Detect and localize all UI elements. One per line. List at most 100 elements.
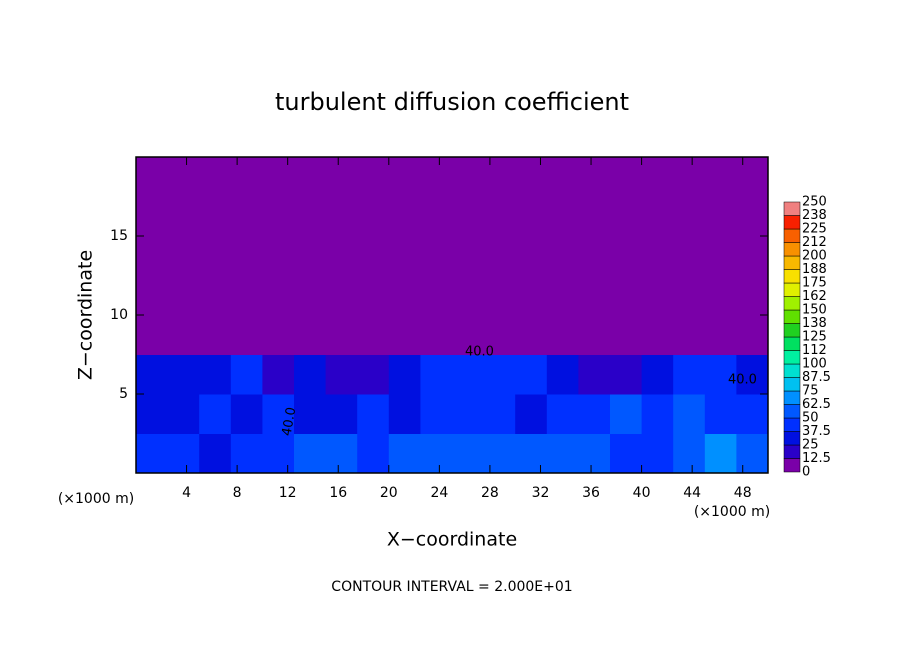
cell <box>610 354 643 395</box>
colorbar-label: 75 <box>802 384 819 399</box>
colorbar-label: 125 <box>802 330 827 345</box>
cell <box>262 275 295 316</box>
x-tick-label: 36 <box>582 485 600 501</box>
cell <box>641 196 674 237</box>
cell <box>420 315 453 355</box>
cell <box>199 394 232 434</box>
cell <box>262 433 295 474</box>
cell <box>230 394 263 434</box>
cell <box>610 157 643 197</box>
cell <box>641 236 674 276</box>
colorbar-swatch <box>783 242 801 257</box>
y-axis-label: Z−coordinate <box>75 250 97 380</box>
chart-title: turbulent diffusion coefficient <box>275 88 629 116</box>
colorbar-label: 162 <box>802 289 827 304</box>
cell <box>673 354 706 395</box>
cell <box>167 157 200 197</box>
colorbar-label: 25 <box>802 438 819 453</box>
cell <box>199 275 232 316</box>
cell <box>167 315 200 355</box>
colorbar-swatch <box>783 309 801 324</box>
colorbar-label: 112 <box>802 343 827 358</box>
cell <box>452 157 485 197</box>
cell <box>167 354 200 395</box>
x-tick-label: 8 <box>233 485 242 501</box>
cell <box>230 433 263 474</box>
cell <box>262 394 295 434</box>
cell <box>641 394 674 434</box>
cell <box>230 157 263 197</box>
cell <box>136 315 169 355</box>
cell <box>704 157 737 197</box>
cell <box>136 394 169 434</box>
cell <box>452 394 485 434</box>
x-unit: (×1000 m) <box>694 504 770 520</box>
colorbar-label: 238 <box>802 208 827 223</box>
cell <box>357 196 390 237</box>
y-tick-label: 10 <box>110 307 128 323</box>
colorbar-swatch <box>783 458 801 473</box>
x-tick-label: 32 <box>532 485 550 501</box>
cell <box>515 196 548 237</box>
colorbar-swatch <box>783 363 801 378</box>
cell <box>452 236 485 276</box>
cell <box>199 354 232 395</box>
cell <box>673 275 706 316</box>
colorbar-label: 225 <box>802 222 827 237</box>
cell <box>641 433 674 474</box>
colorbar-label: 150 <box>802 303 827 318</box>
colorbar-swatch <box>783 255 801 270</box>
cell <box>325 157 358 197</box>
cell <box>357 354 390 395</box>
cell <box>483 394 516 434</box>
colorbar-swatch <box>783 431 801 446</box>
colorbar-label: 12.5 <box>802 451 831 466</box>
cell <box>546 433 579 474</box>
cell <box>230 315 263 355</box>
cell <box>736 394 769 434</box>
cell <box>262 315 295 355</box>
cell <box>515 354 548 395</box>
colorbar-label: 62.5 <box>802 397 831 412</box>
cell <box>515 315 548 355</box>
cell <box>388 275 421 316</box>
cell <box>230 275 263 316</box>
colorbar-label: 188 <box>802 262 827 277</box>
y-tick-label: 15 <box>110 228 128 244</box>
cell <box>452 354 485 395</box>
cell <box>673 236 706 276</box>
cell <box>483 354 516 395</box>
cell <box>483 196 516 237</box>
cell <box>325 354 358 395</box>
x-tick-label: 28 <box>481 485 499 501</box>
cell <box>610 275 643 316</box>
cell <box>357 433 390 474</box>
cell <box>357 315 390 355</box>
cell <box>167 433 200 474</box>
cell <box>420 394 453 434</box>
cell <box>388 315 421 355</box>
cell <box>641 354 674 395</box>
cell <box>610 315 643 355</box>
x-axis-label: X−coordinate <box>387 529 517 551</box>
colorbar-label: 175 <box>802 276 827 291</box>
x-tick-label: 4 <box>182 485 191 501</box>
cell <box>136 236 169 276</box>
cell <box>325 236 358 276</box>
cell <box>388 157 421 197</box>
cell <box>230 196 263 237</box>
cell <box>736 196 769 237</box>
contour-label: 40.0 <box>728 373 757 388</box>
cell <box>578 433 611 474</box>
cell <box>578 157 611 197</box>
cell <box>294 196 327 237</box>
cell <box>704 275 737 316</box>
colorbar-swatch <box>783 201 801 216</box>
cell <box>515 394 548 434</box>
cell <box>546 354 579 395</box>
cell <box>294 354 327 395</box>
cell <box>641 275 674 316</box>
cell <box>736 315 769 355</box>
cell <box>610 196 643 237</box>
cell <box>294 275 327 316</box>
